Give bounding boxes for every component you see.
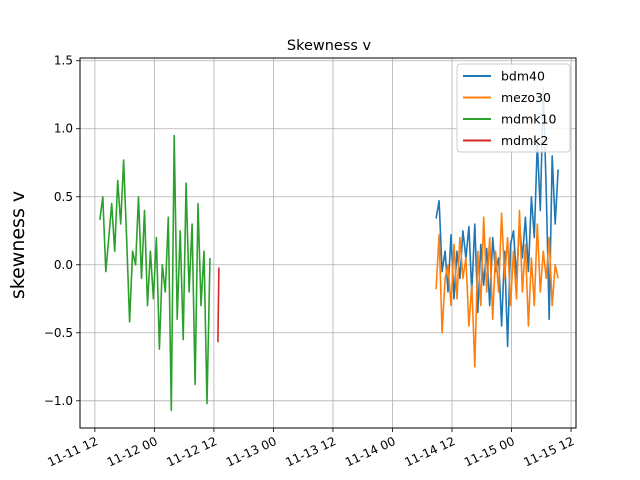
grid-lines [80,58,576,428]
y-axis-label: skewness v [7,191,29,299]
legend-label-mezo30: mezo30 [501,90,551,105]
x-tick-label: 11-14 12 [402,434,457,469]
x-tick-label: 11-15 00 [462,434,517,469]
legend-label-bdm40: bdm40 [501,69,545,84]
x-tick-label: 11-13 00 [224,434,279,469]
chart-title: Skewness v [287,38,372,54]
legend-label-mdmk2: mdmk2 [501,133,548,148]
x-tick-label: 11-13 12 [283,434,338,469]
x-tick-label: 11-12 00 [105,434,160,469]
legend: bdm40 mezo30 mdmk10 mdmk2 [456,63,571,153]
y-tick-label: −1.0 [44,394,73,408]
y-tick-label: 0.5 [54,190,73,204]
series-lines [99,87,559,412]
legend-box [456,63,571,153]
x-tick-label: 11-12 12 [164,434,219,469]
series-line-mdmk10 [99,134,211,412]
x-tick-label: 11-11 12 [45,434,100,469]
y-tick-label: 0.0 [54,258,73,272]
y-tick-label: −0.5 [44,326,73,340]
y-tick-label: 1.5 [54,54,73,68]
plot-area-frame [79,57,577,429]
legend-label-mdmk10: mdmk10 [501,112,556,127]
x-tick-label: 11-15 12 [521,434,576,469]
series-line-mdmk2 [217,267,220,343]
x-axis-ticks: 11-11 12 11-12 00 11-12 12 11-13 00 11-13 12… [45,428,576,470]
y-tick-label: 1.0 [54,122,73,136]
x-tick-label: 11-14 00 [343,434,398,469]
y-axis-ticks: 1.5 1.0 0.5 0.0 −0.5 −1.0 [44,54,80,408]
series-line-mezo30 [435,209,559,368]
